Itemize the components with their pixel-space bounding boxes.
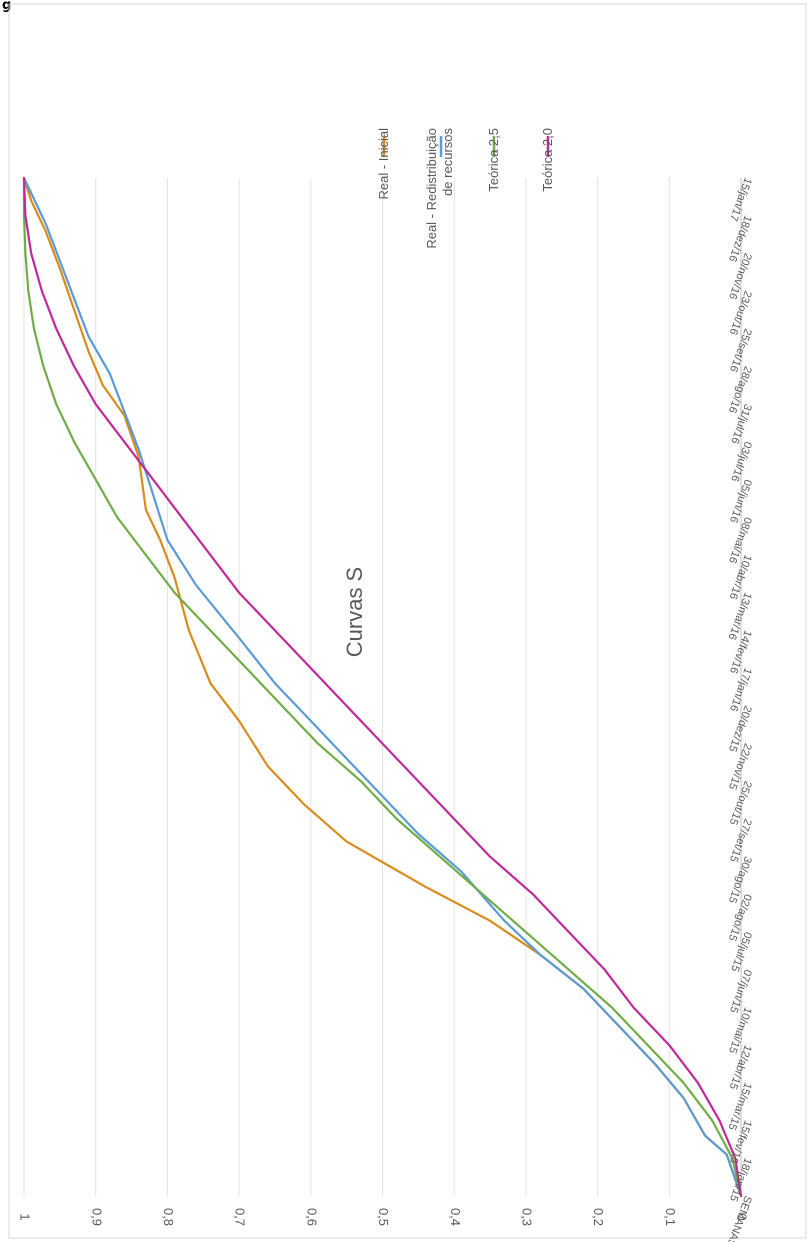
y-tick-label: 0,1 [663,1208,678,1226]
y-tick-label: 0,9 [89,1208,104,1226]
legend-label: Real - Inicial [376,128,391,200]
y-tick-label: 0,7 [233,1208,248,1226]
series-line [22,176,743,1198]
y-tick-label: 0 [735,1213,750,1220]
y-tick-label: 0,6 [304,1208,319,1226]
y-tick-label: 1 [18,1213,33,1220]
legend-label: Teórica 2,0 [540,128,555,192]
y-tick-label: 0,2 [591,1208,606,1226]
y-tick-label: 0,8 [161,1208,176,1226]
series-line [22,176,743,1198]
chart-frame [8,3,807,1239]
legend-label: Teórica 2,5 [486,128,501,192]
y-tick-label: 0,3 [519,1208,534,1226]
y-tick-label: 0,5 [376,1208,391,1226]
legend-label: Real - Redistribuiçãode recursos [424,128,455,249]
figure-label: g [2,0,12,13]
series-line [22,176,743,1198]
x-tick-label: 03/jul/16 [728,440,754,483]
y-tick-label: 0,4 [448,1208,463,1226]
chart-title: Curvas S [342,567,367,657]
